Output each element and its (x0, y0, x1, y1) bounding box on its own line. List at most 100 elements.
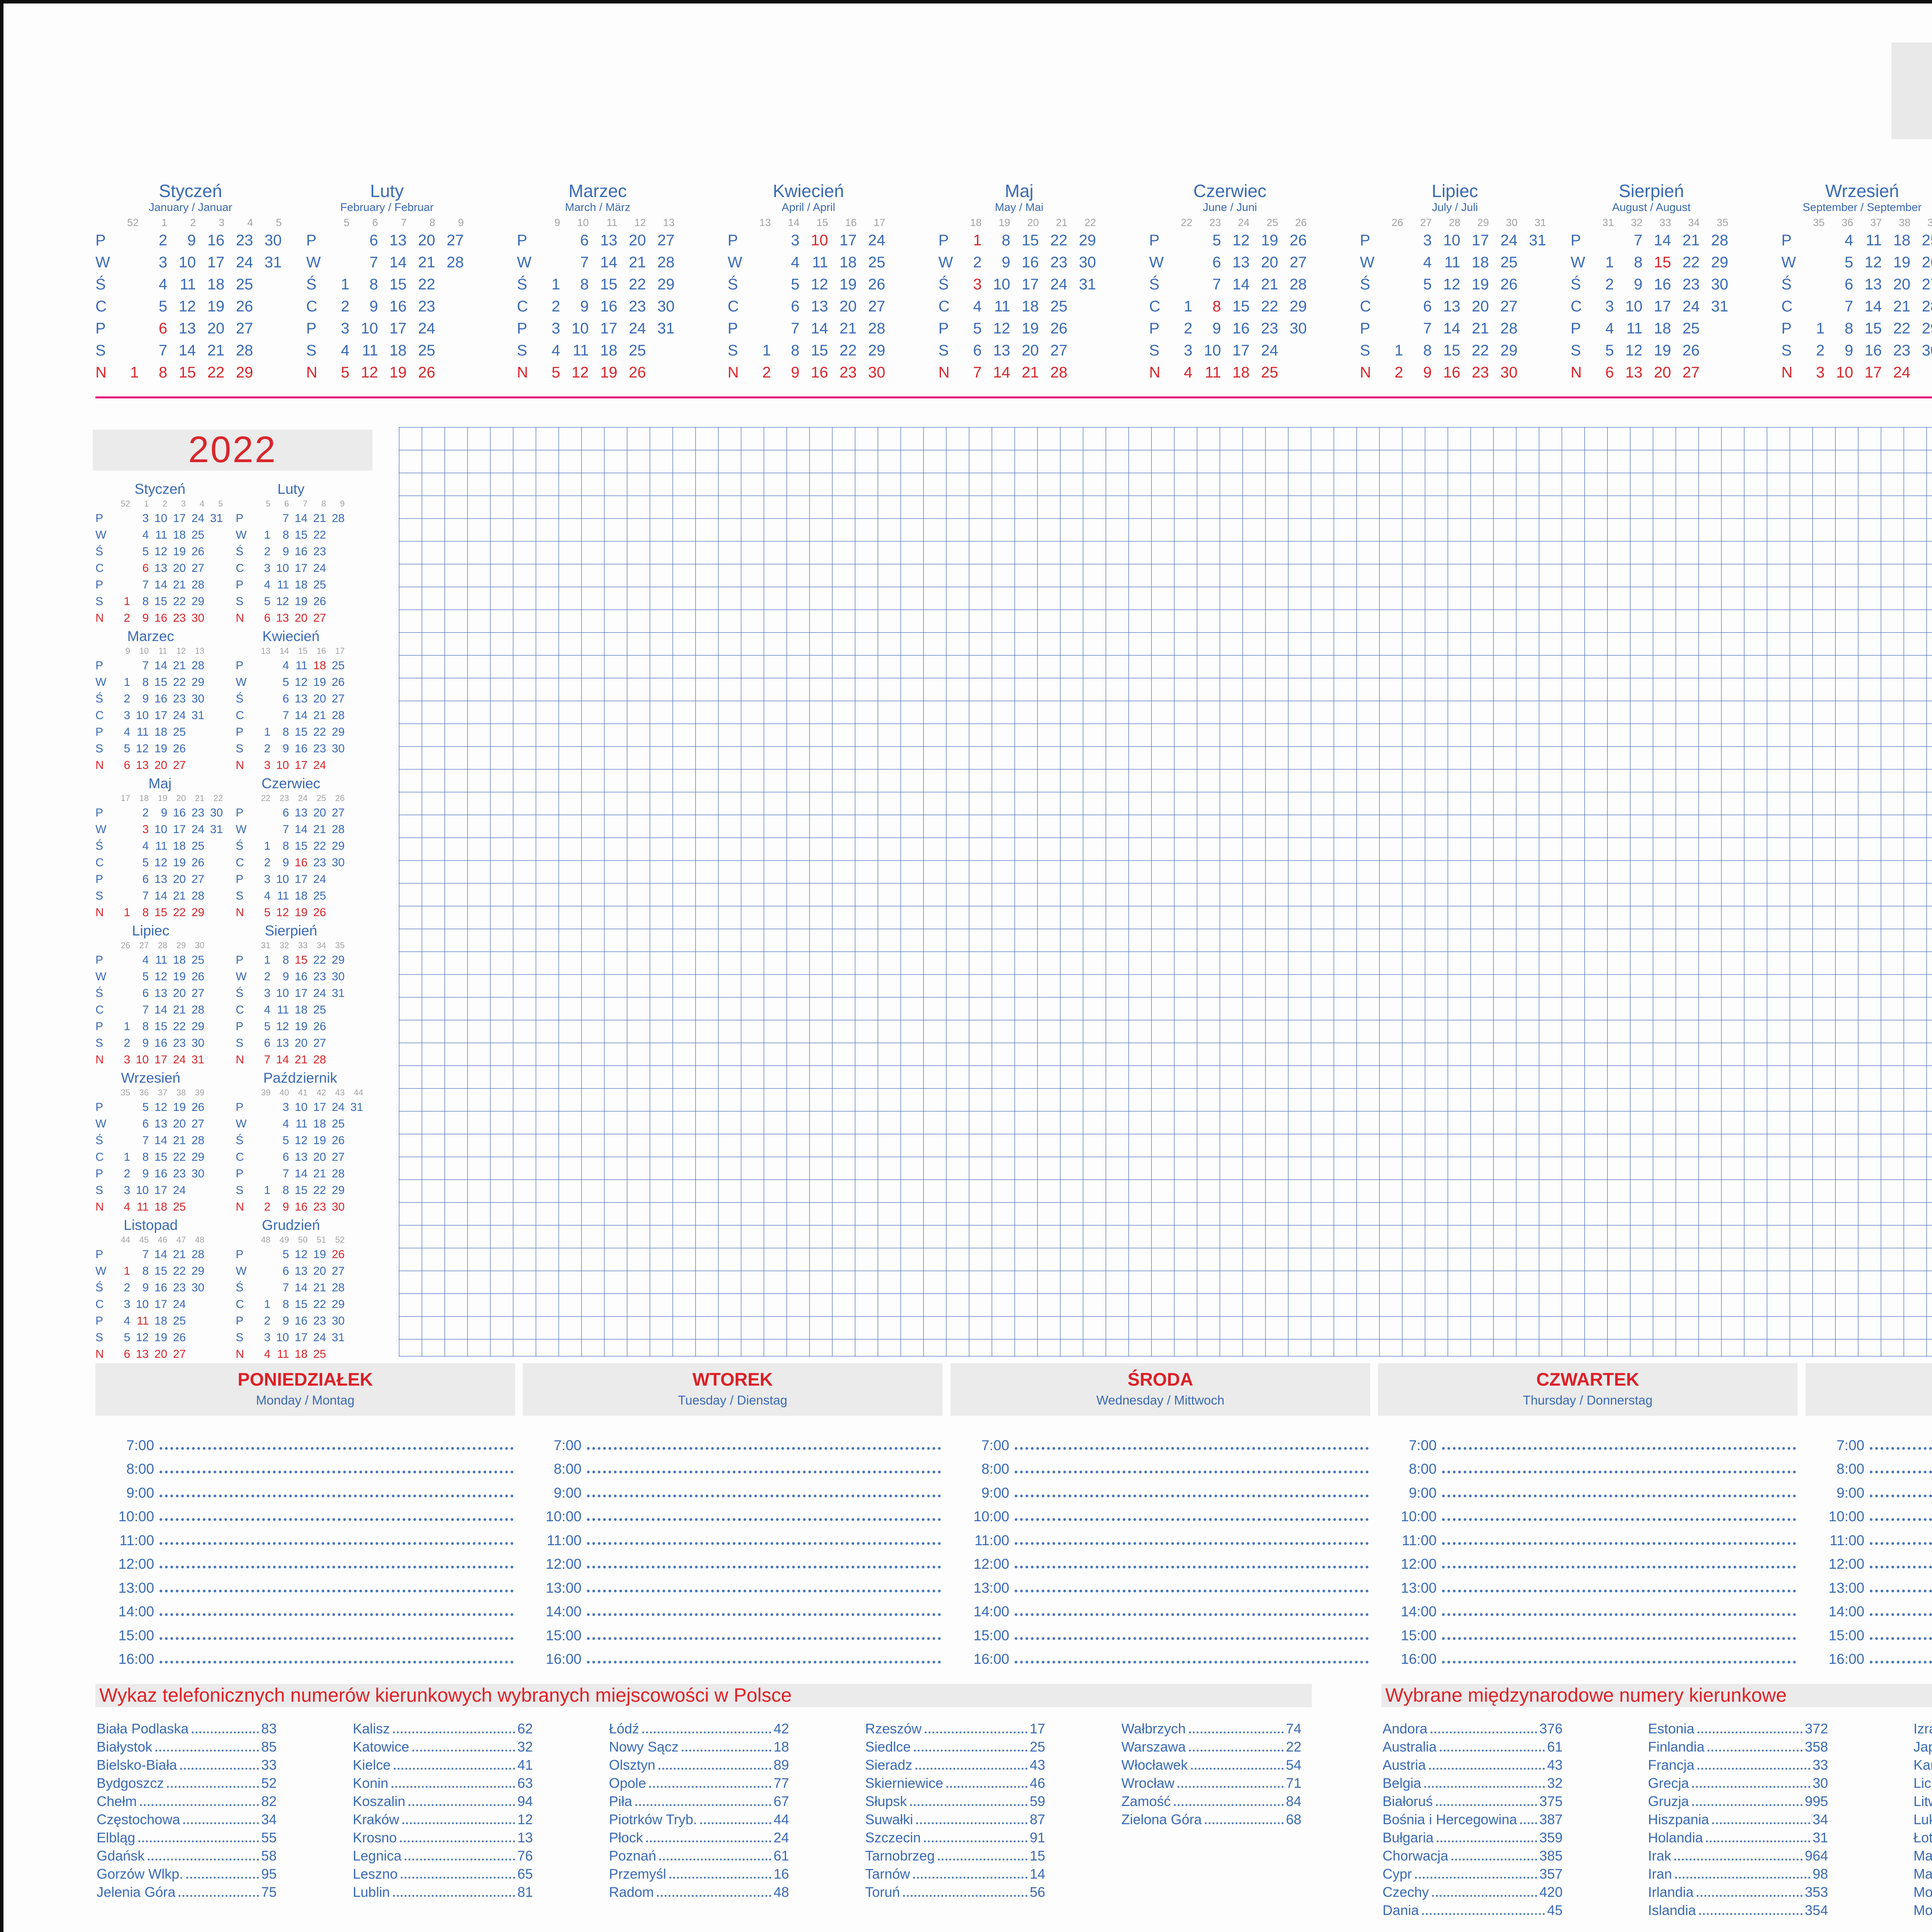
day-cell: 9 (1407, 364, 1435, 381)
schedule-row[interactable]: 8:00 (951, 1454, 1370, 1478)
schedule-row[interactable]: 13:00 (95, 1572, 515, 1596)
schedule-row[interactable]: 13:00 (1806, 1572, 1932, 1596)
day-cell: 25 (1253, 364, 1282, 381)
schedule-row[interactable]: 12:00 (951, 1549, 1370, 1573)
schedule-row[interactable]: 13:00 (951, 1572, 1370, 1596)
place-name: Wrocław (1121, 1775, 1174, 1791)
schedule-row[interactable]: 15:00 (1378, 1620, 1798, 1644)
dot-leader (1697, 1768, 1810, 1770)
day-cell: 6 (1828, 276, 1857, 293)
schedule-row[interactable]: 7:00 (1806, 1430, 1932, 1454)
schedule-row[interactable]: 16:00 (95, 1644, 515, 1668)
day-row: S5121926 (95, 740, 206, 757)
schedule-row[interactable]: 7:00 (951, 1430, 1370, 1454)
schedule-row[interactable]: 14:00 (1806, 1596, 1932, 1620)
schedule-row[interactable]: 10:00 (1378, 1501, 1798, 1525)
day-row: S6132027 (939, 340, 1100, 362)
place-name: Finlandia (1648, 1739, 1704, 1755)
dotted-line (1015, 1590, 1369, 1592)
week-number: 43 (328, 1088, 346, 1098)
schedule-row[interactable]: 15:00 (523, 1620, 942, 1644)
schedule-row[interactable]: 7:00 (1378, 1430, 1798, 1454)
schedule-row[interactable]: 14:00 (95, 1596, 515, 1620)
directory-entry: Koszalin94 (353, 1791, 533, 1810)
schedule-row[interactable]: 12:00 (95, 1549, 515, 1573)
dotted-line (1442, 1613, 1796, 1616)
day-cell: 10 (353, 320, 382, 337)
day-letter: P (95, 320, 114, 337)
day-cell: 30 (257, 232, 286, 249)
day-cell: 4 (1589, 320, 1618, 337)
poland-column-3: Łódź42Nowy Sącz18Olsztyn89Opole77Piła67P… (609, 1719, 789, 1900)
schedule-row[interactable]: 9:00 (951, 1477, 1370, 1501)
area-code: 82 (261, 1793, 277, 1810)
schedule-row[interactable]: 14:00 (1378, 1596, 1798, 1620)
day-cell: 3 (775, 232, 803, 249)
schedule-row[interactable]: 11:00 (1806, 1525, 1932, 1549)
schedule-row[interactable]: 11:00 (95, 1525, 515, 1549)
day-cell: 29 (328, 954, 346, 967)
schedule-row[interactable]: 12:00 (523, 1549, 942, 1573)
day-row: W5121926 (236, 674, 346, 690)
day-cell: 22 (1675, 254, 1704, 271)
schedule-row[interactable]: 8:00 (95, 1454, 515, 1478)
schedule-row[interactable]: 14:00 (523, 1596, 942, 1620)
schedule-row[interactable]: 11:00 (951, 1525, 1370, 1549)
dot-leader (148, 1859, 259, 1861)
schedule-row[interactable]: 11:00 (523, 1525, 942, 1549)
day-letter: N (95, 759, 113, 772)
schedule-row[interactable]: 11:00 (1378, 1525, 1798, 1549)
day-row: P6132027 (517, 230, 679, 252)
day-cell: 12 (291, 1134, 309, 1147)
schedule-row[interactable]: 9:00 (1806, 1477, 1932, 1501)
day-cell: 23 (1464, 364, 1493, 381)
schedule-row[interactable]: 16:00 (951, 1644, 1370, 1668)
day-cell: 13 (150, 987, 169, 1000)
day-cell: 16 (150, 1037, 169, 1050)
schedule-row[interactable]: 16:00 (1806, 1644, 1932, 1668)
schedule-row[interactable]: 10:00 (951, 1501, 1370, 1525)
day-letter: C (95, 709, 113, 722)
day-letter: S (95, 1184, 113, 1197)
schedule-row[interactable]: 12:00 (1378, 1549, 1798, 1573)
dot-leader (1692, 1804, 1803, 1806)
schedule-row[interactable]: 16:00 (1378, 1644, 1798, 1668)
day-letter: P (939, 232, 957, 249)
hour-label: 10:00 (951, 1509, 1015, 1525)
day-cell: 19 (150, 742, 169, 755)
schedule-row[interactable]: 14:00 (951, 1596, 1370, 1620)
schedule-row[interactable]: 9:00 (1378, 1477, 1798, 1501)
poland-column-1: Biała Podlaska83Białystok85Bielsko-Biała… (97, 1719, 277, 1900)
schedule-row[interactable]: 15:00 (1806, 1620, 1932, 1644)
schedule-row[interactable]: 9:00 (95, 1477, 515, 1501)
dot-leader (669, 1877, 771, 1879)
schedule-row[interactable]: 15:00 (95, 1620, 515, 1644)
schedule-row[interactable]: 7:00 (95, 1430, 515, 1454)
month-name: Marzec (517, 181, 679, 201)
schedule-row[interactable]: 10:00 (523, 1501, 942, 1525)
schedule-row[interactable]: 13:00 (523, 1572, 942, 1596)
schedule-row[interactable]: 9:00 (523, 1477, 942, 1501)
schedule-row[interactable]: 15:00 (951, 1620, 1370, 1644)
notes-grid[interactable] (399, 427, 1932, 1357)
schedule-row[interactable]: 16:00 (523, 1644, 942, 1668)
area-code: 357 (1539, 1866, 1563, 1882)
day-cell: 16 (291, 1201, 309, 1214)
day-cell: 21 (169, 1248, 187, 1261)
day-cell: 6 (353, 232, 382, 249)
day-row: P29162330 (95, 230, 286, 252)
schedule-row[interactable]: 13:00 (1378, 1572, 1798, 1596)
schedule-row[interactable]: 8:00 (1378, 1454, 1798, 1478)
month-subtitle: September / September (1781, 201, 1932, 216)
dot-leader (1189, 1731, 1284, 1733)
schedule-row[interactable]: 8:00 (1806, 1454, 1932, 1478)
week-number: 42 (309, 1088, 328, 1098)
schedule-row[interactable]: 8:00 (523, 1454, 942, 1478)
schedule-row[interactable]: 10:00 (95, 1501, 515, 1525)
schedule-row[interactable]: 7:00 (523, 1430, 942, 1454)
week-number: 9 (328, 499, 346, 509)
dotted-line (1442, 1542, 1796, 1545)
schedule-row[interactable]: 12:00 (1806, 1549, 1932, 1573)
day-cell: 4 (113, 1201, 132, 1214)
schedule-row[interactable]: 10:00 (1806, 1501, 1932, 1525)
